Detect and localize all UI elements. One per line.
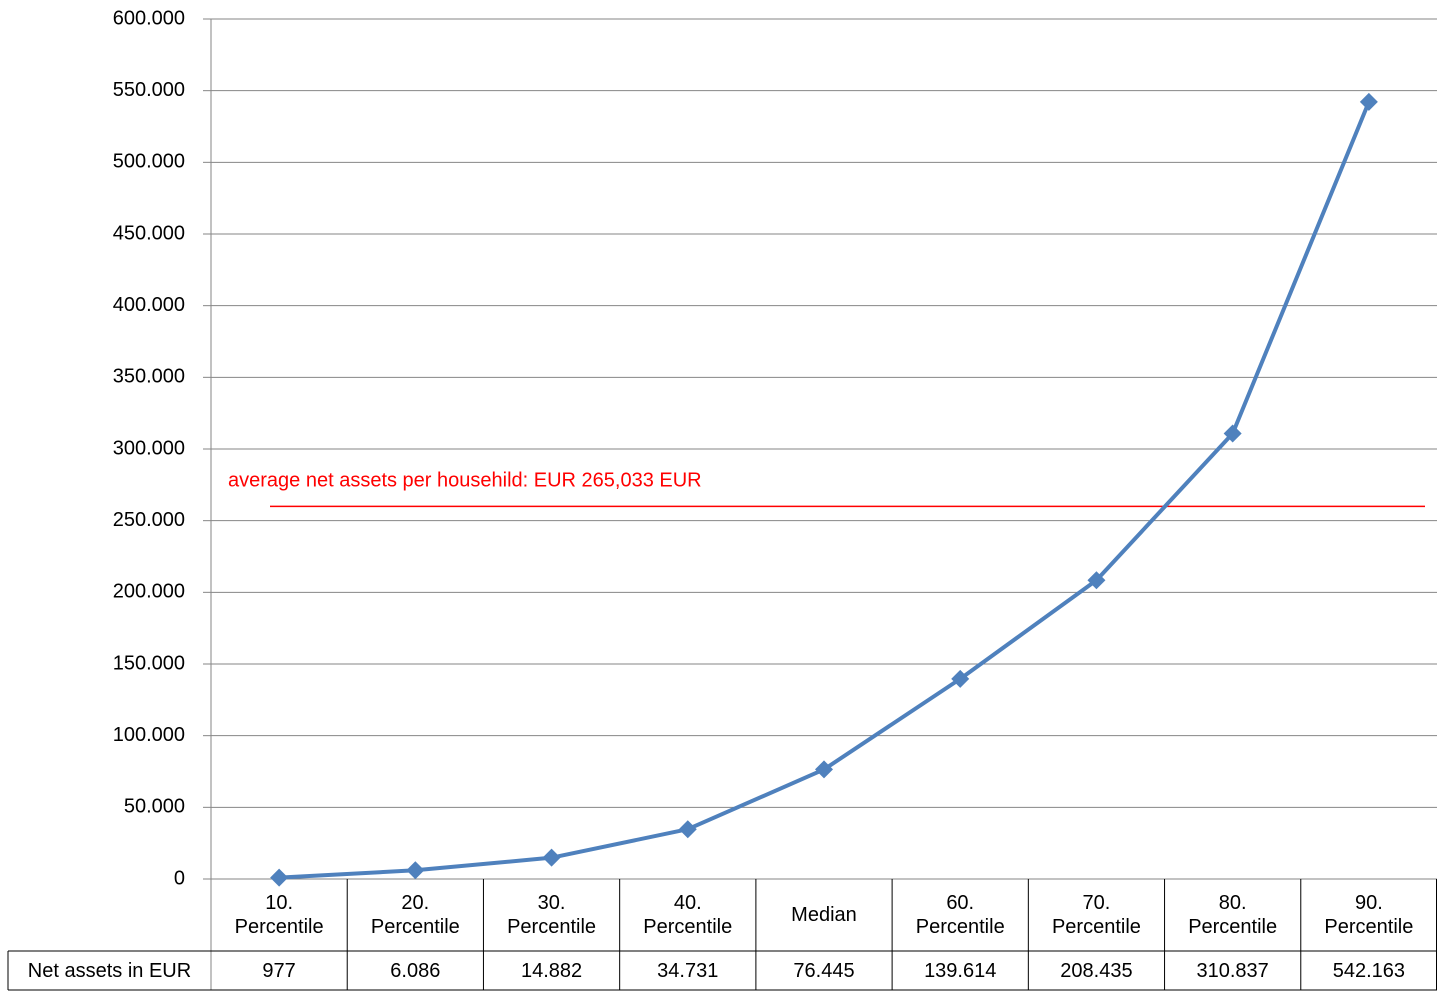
y-tick-label: 400.000 — [113, 294, 185, 316]
table-value: 6.086 — [390, 959, 441, 982]
y-tick-label: 150.000 — [113, 652, 185, 674]
x-tick-label: Median — [791, 904, 857, 926]
table-value: 34.731 — [657, 959, 719, 982]
x-tick-label: 10. Percentile — [234, 892, 324, 938]
table-value: 208.435 — [1060, 959, 1133, 982]
marker — [542, 848, 561, 867]
marker — [815, 760, 833, 779]
y-tick-label: 200.000 — [113, 581, 185, 603]
table-value: 542.163 — [1332, 959, 1406, 982]
legend-label: Net assets in EUR — [27, 959, 192, 982]
marker — [1359, 92, 1378, 111]
x-tick-label: 90. Percentile — [1324, 892, 1414, 938]
x-tick-label: 30. Percentile — [507, 892, 597, 938]
y-tick-label: 300.000 — [113, 437, 185, 459]
table-value: 977 — [262, 959, 296, 982]
table-value: 14.882 — [520, 959, 583, 982]
x-tick-label: 80. Percentile — [1188, 892, 1278, 938]
table-value: 76.445 — [793, 959, 855, 982]
marker — [1223, 424, 1242, 443]
x-tick-label: 40. Percentile — [643, 892, 733, 938]
marker — [678, 820, 697, 839]
table-value: 139.614 — [924, 959, 997, 982]
y-tick-label: 550.000 — [113, 79, 185, 101]
x-tick-label: 60. Percentile — [915, 892, 1005, 938]
y-tick-label: 450.000 — [113, 222, 185, 244]
annotation: average net assets per househild: EUR 26… — [228, 470, 702, 492]
y-tick-label: 0 — [174, 867, 185, 889]
marker — [1087, 571, 1106, 590]
marker — [951, 669, 970, 688]
x-tick-label: 20. Percentile — [370, 892, 460, 938]
y-tick-label: 100.000 — [113, 724, 185, 746]
marker — [406, 861, 425, 880]
y-tick-label: 50.000 — [124, 796, 185, 818]
x-tick-label: 70. Percentile — [1051, 892, 1141, 938]
y-tick-label: 250.000 — [113, 509, 185, 531]
y-tick-label: 350.000 — [113, 366, 185, 388]
marker — [270, 868, 289, 887]
table-value: 310.837 — [1196, 959, 1269, 982]
y-tick-label: 500.000 — [113, 151, 185, 173]
y-tick-label: 600.000 — [113, 7, 185, 29]
